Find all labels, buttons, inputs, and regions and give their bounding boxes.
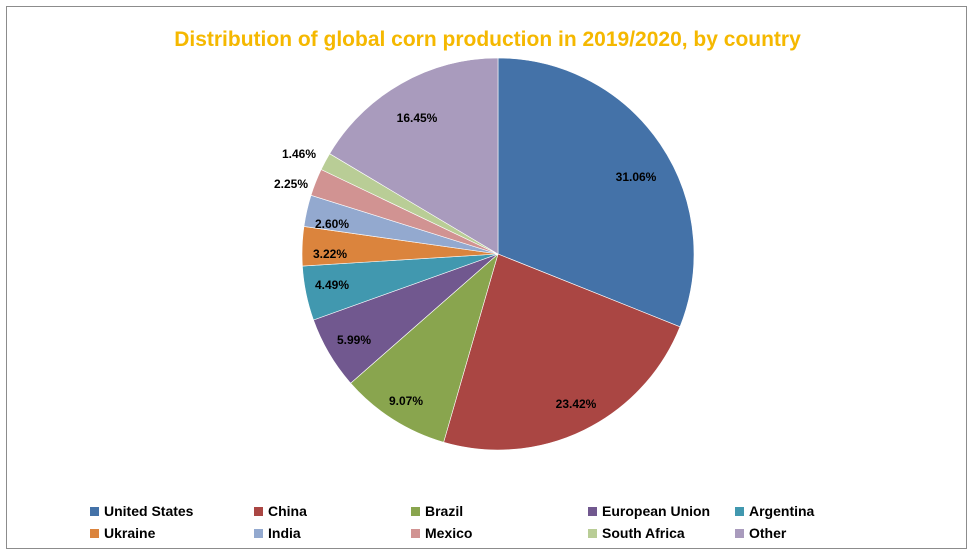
data-label-other: 16.45% [397, 111, 438, 125]
legend-label: United States [104, 503, 194, 519]
data-label-european-union: 5.99% [337, 333, 371, 347]
legend-label: Ukraine [104, 525, 156, 541]
legend-label: India [268, 525, 301, 541]
legend-label: Brazil [425, 503, 464, 519]
data-label-india: 2.60% [315, 217, 349, 231]
data-label-argentina: 4.49% [315, 278, 349, 292]
legend-swatch [588, 528, 597, 538]
legend-item-china: China [254, 503, 307, 519]
chart-title: Distribution of global corn production i… [174, 28, 801, 51]
pie-slice-united-states [497, 57, 695, 328]
legend-swatch [90, 506, 99, 516]
legend-swatch [254, 506, 263, 516]
legend-item-india: India [254, 525, 301, 541]
legend-label: South Africa [602, 525, 685, 541]
legend-swatch [90, 528, 99, 538]
data-label-ukraine: 3.22% [313, 247, 347, 261]
legend-swatch [588, 506, 597, 516]
legend-swatch [735, 506, 744, 516]
legend-label: Other [749, 525, 787, 541]
legend-swatch [411, 506, 420, 516]
legend-item-other: Other [735, 525, 786, 541]
legend-swatch [411, 528, 420, 538]
pie-slice-china [443, 253, 681, 451]
legend-item-argentina: Argentina [735, 503, 814, 519]
legend-label: China [268, 503, 307, 519]
legend-item-brazil: Brazil [411, 503, 463, 519]
legend-item-mexico: Mexico [411, 525, 472, 541]
data-label-united-states: 31.06% [616, 170, 657, 184]
pie-slice-other [329, 57, 499, 255]
data-label-south-africa: 1.46% [282, 147, 316, 161]
pie-slice-brazil [350, 253, 499, 443]
legend-label: Argentina [749, 503, 815, 519]
data-label-china: 23.42% [556, 397, 597, 411]
legend-label: European Union [602, 503, 711, 519]
legend-swatch [254, 528, 263, 538]
legend-label: Mexico [425, 525, 473, 541]
legend-item-ukraine: Ukraine [90, 525, 155, 541]
legend-item-united-states: United States [90, 503, 193, 519]
data-label-brazil: 9.07% [389, 394, 423, 408]
legend-item-south-africa: South Africa [588, 525, 685, 541]
legend-item-european-union: European Union [588, 503, 710, 519]
legend-swatch [735, 528, 744, 538]
data-label-mexico: 2.25% [274, 177, 308, 191]
